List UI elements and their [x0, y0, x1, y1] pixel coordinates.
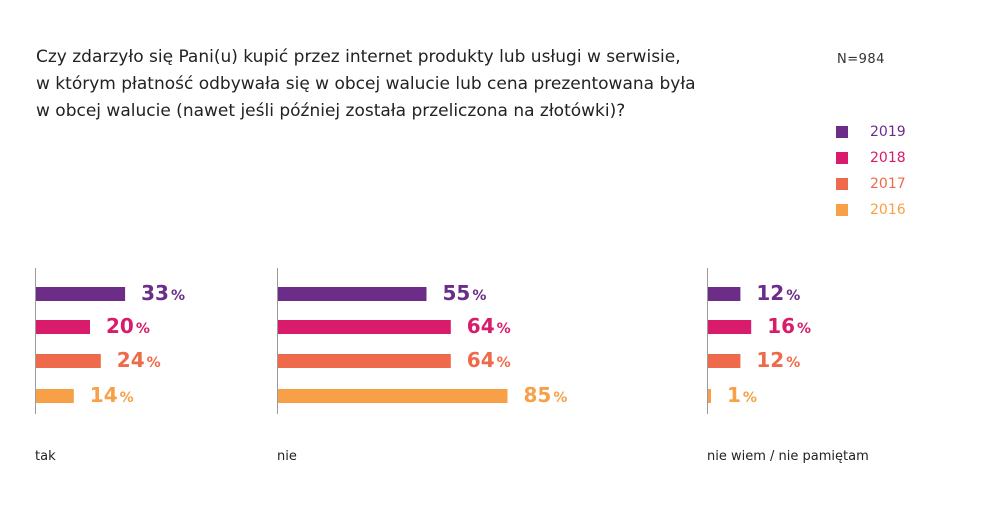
bar	[36, 354, 101, 368]
data-label: 24%	[117, 348, 161, 372]
bar	[36, 287, 126, 301]
bar	[36, 320, 90, 334]
bar	[708, 287, 741, 301]
category-label: nie wiem / nie pamiętam	[707, 449, 869, 464]
chart-title-line: Czy zdarzyło się Pani(u) kupić przez int…	[36, 47, 681, 67]
legend-swatch	[836, 178, 848, 190]
legend-swatch	[836, 126, 848, 138]
data-label: 14%	[90, 383, 134, 407]
chart-title-line: w którym płatność odbywała się w obcej w…	[36, 74, 696, 94]
bar	[708, 320, 752, 334]
bar	[708, 389, 711, 403]
legend-swatch	[836, 204, 848, 216]
bar	[278, 354, 451, 368]
data-label: 33%	[141, 281, 185, 305]
category-label: nie	[277, 449, 297, 464]
data-label: 85%	[524, 383, 568, 407]
data-label: 55%	[443, 281, 487, 305]
data-label: 12%	[756, 281, 800, 305]
legend-label: 2019	[870, 124, 906, 140]
chart-title: Czy zdarzyło się Pani(u) kupić przez int…	[36, 44, 796, 125]
legend-label: 2018	[870, 150, 906, 166]
chart-title-line: w obcej walucie (nawet jeśli później zos…	[36, 101, 626, 121]
data-label: 1%	[727, 383, 757, 407]
legend-label: 2016	[870, 202, 906, 218]
legend-label: 2017	[870, 176, 906, 192]
bar	[708, 354, 741, 368]
bar	[278, 389, 508, 403]
bar	[278, 287, 427, 301]
data-label: 64%	[467, 314, 511, 338]
data-label: 20%	[106, 314, 150, 338]
bar	[36, 389, 74, 403]
data-label: 16%	[767, 314, 811, 338]
data-label: 64%	[467, 348, 511, 372]
category-label: tak	[35, 449, 56, 464]
bar	[278, 320, 451, 334]
data-label: 12%	[756, 348, 800, 372]
sample-size-label: N=984	[837, 52, 885, 67]
legend-swatch	[836, 152, 848, 164]
